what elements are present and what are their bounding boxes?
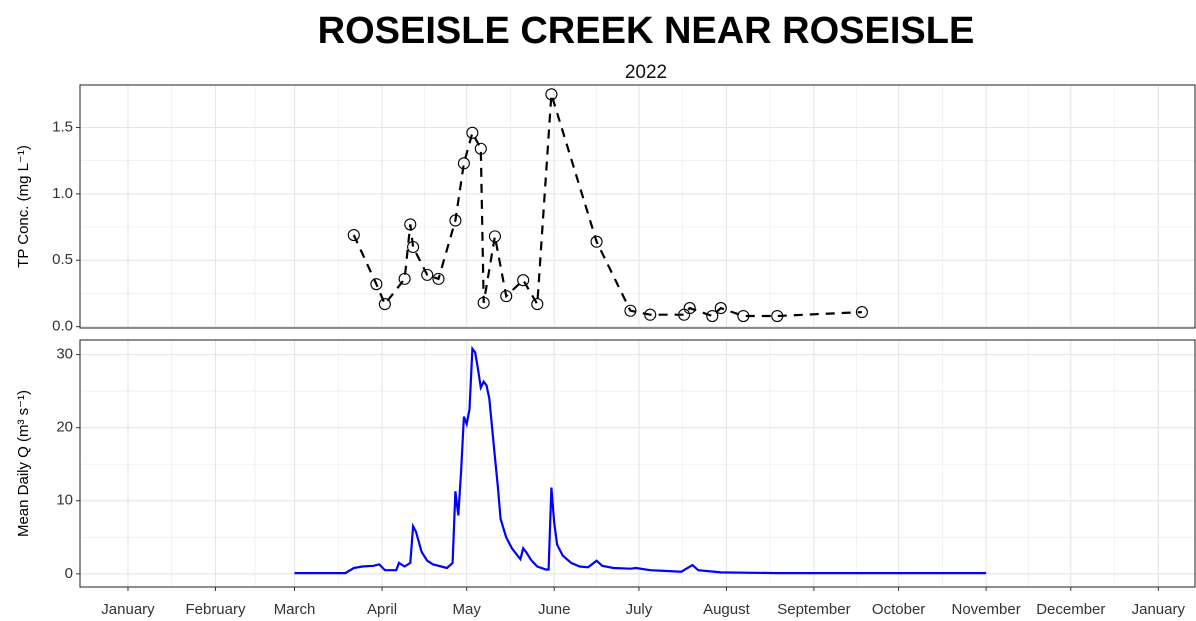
data-point — [737, 309, 750, 323]
data-point — [855, 306, 868, 319]
x-tick-label: February — [185, 601, 246, 618]
y-tick-label: 0.0 — [52, 318, 73, 335]
data-point — [517, 274, 530, 287]
data-point — [407, 240, 420, 254]
y-tick-label: 20 — [56, 419, 73, 436]
data-point — [706, 309, 719, 323]
x-tick-label: March — [274, 601, 316, 618]
data-point — [624, 304, 637, 317]
data-point — [545, 88, 558, 101]
data-point — [421, 268, 434, 281]
data-point — [477, 296, 490, 309]
data-point — [500, 290, 513, 303]
x-tick-label: July — [626, 601, 653, 618]
data-point — [404, 218, 417, 231]
y-tick-label: 0 — [65, 565, 73, 582]
data-point — [714, 302, 727, 315]
data-point — [378, 298, 391, 311]
data-point — [644, 308, 657, 321]
y-axis-title: TP Conc. (mg L⁻¹) — [15, 145, 32, 268]
y-tick-label: 10 — [56, 492, 73, 509]
data-point — [474, 142, 487, 155]
panel-border — [79, 339, 1196, 588]
x-tick-label: January — [101, 601, 155, 618]
y-axis-title: Mean Daily Q (m³ s⁻¹) — [15, 390, 32, 537]
x-tick-label: September — [777, 601, 850, 618]
x-tick-label: January — [1132, 601, 1186, 618]
series-line — [294, 345, 987, 575]
panel-border — [79, 84, 1196, 329]
data-point — [449, 214, 462, 227]
y-tick-label: 1.0 — [52, 185, 73, 202]
data-point — [347, 228, 360, 242]
y-tick-label: 1.5 — [52, 118, 73, 135]
y-tick-label: 30 — [56, 346, 73, 363]
chart-subtitle: 2022 — [625, 62, 667, 83]
data-point — [466, 126, 479, 139]
data-point — [432, 272, 445, 285]
x-tick-label: December — [1036, 601, 1105, 618]
data-point — [771, 309, 784, 323]
x-tick-label: November — [952, 601, 1021, 618]
x-tick-label: April — [367, 601, 397, 618]
data-point — [370, 278, 383, 291]
x-tick-label: May — [453, 601, 482, 618]
series-line — [352, 93, 862, 318]
data-point — [398, 272, 411, 285]
data-point — [457, 157, 470, 170]
x-tick-label: June — [538, 601, 571, 618]
data-point — [590, 235, 603, 248]
chart-title: ROSEISLE CREEK NEAR ROSEISLE — [318, 10, 975, 52]
data-point — [531, 298, 544, 311]
data-point — [488, 230, 501, 243]
y-tick-label: 0.5 — [52, 251, 73, 268]
data-point — [683, 302, 696, 315]
x-tick-label: August — [703, 601, 751, 618]
x-tick-label: October — [872, 601, 925, 618]
